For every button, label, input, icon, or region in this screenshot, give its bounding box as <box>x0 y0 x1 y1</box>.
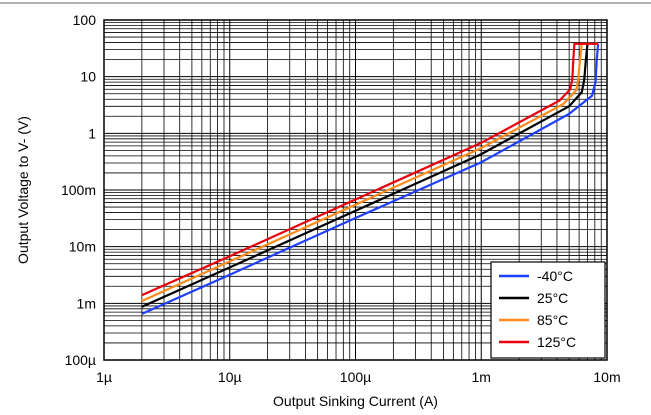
legend-label: 25°C <box>537 290 568 306</box>
x-tick-labels: 1µ 10µ 100µ 1m 10m <box>96 369 621 385</box>
y-axis-title: Output Voltage to V- (V) <box>15 116 31 264</box>
x-axis-title: Output Sinking Current (A) <box>273 393 438 409</box>
x-tick-label: 1m <box>472 369 491 385</box>
x-tick-label: 10µ <box>218 369 242 385</box>
legend-label: -40°C <box>537 268 573 284</box>
y-tick-label: 1 <box>88 125 96 141</box>
legend-label: 85°C <box>537 312 568 328</box>
x-tick-label: 10m <box>593 369 620 385</box>
y-tick-label: 1m <box>77 295 96 311</box>
y-tick-labels: 100µ 1m 10m 100m 1 10 100 <box>61 12 96 368</box>
y-tick-label: 100m <box>61 182 96 198</box>
y-tick-label: 100µ <box>65 352 96 368</box>
y-tick-label: 10m <box>69 239 96 255</box>
x-tick-label: 100µ <box>340 369 371 385</box>
y-tick-label: 100 <box>73 12 97 28</box>
x-tick-label: 1µ <box>96 369 112 385</box>
legend: -40°C 25°C 85°C 125°C <box>491 262 605 358</box>
legend-label: 125°C <box>537 334 576 350</box>
y-tick-label: 10 <box>80 69 96 85</box>
